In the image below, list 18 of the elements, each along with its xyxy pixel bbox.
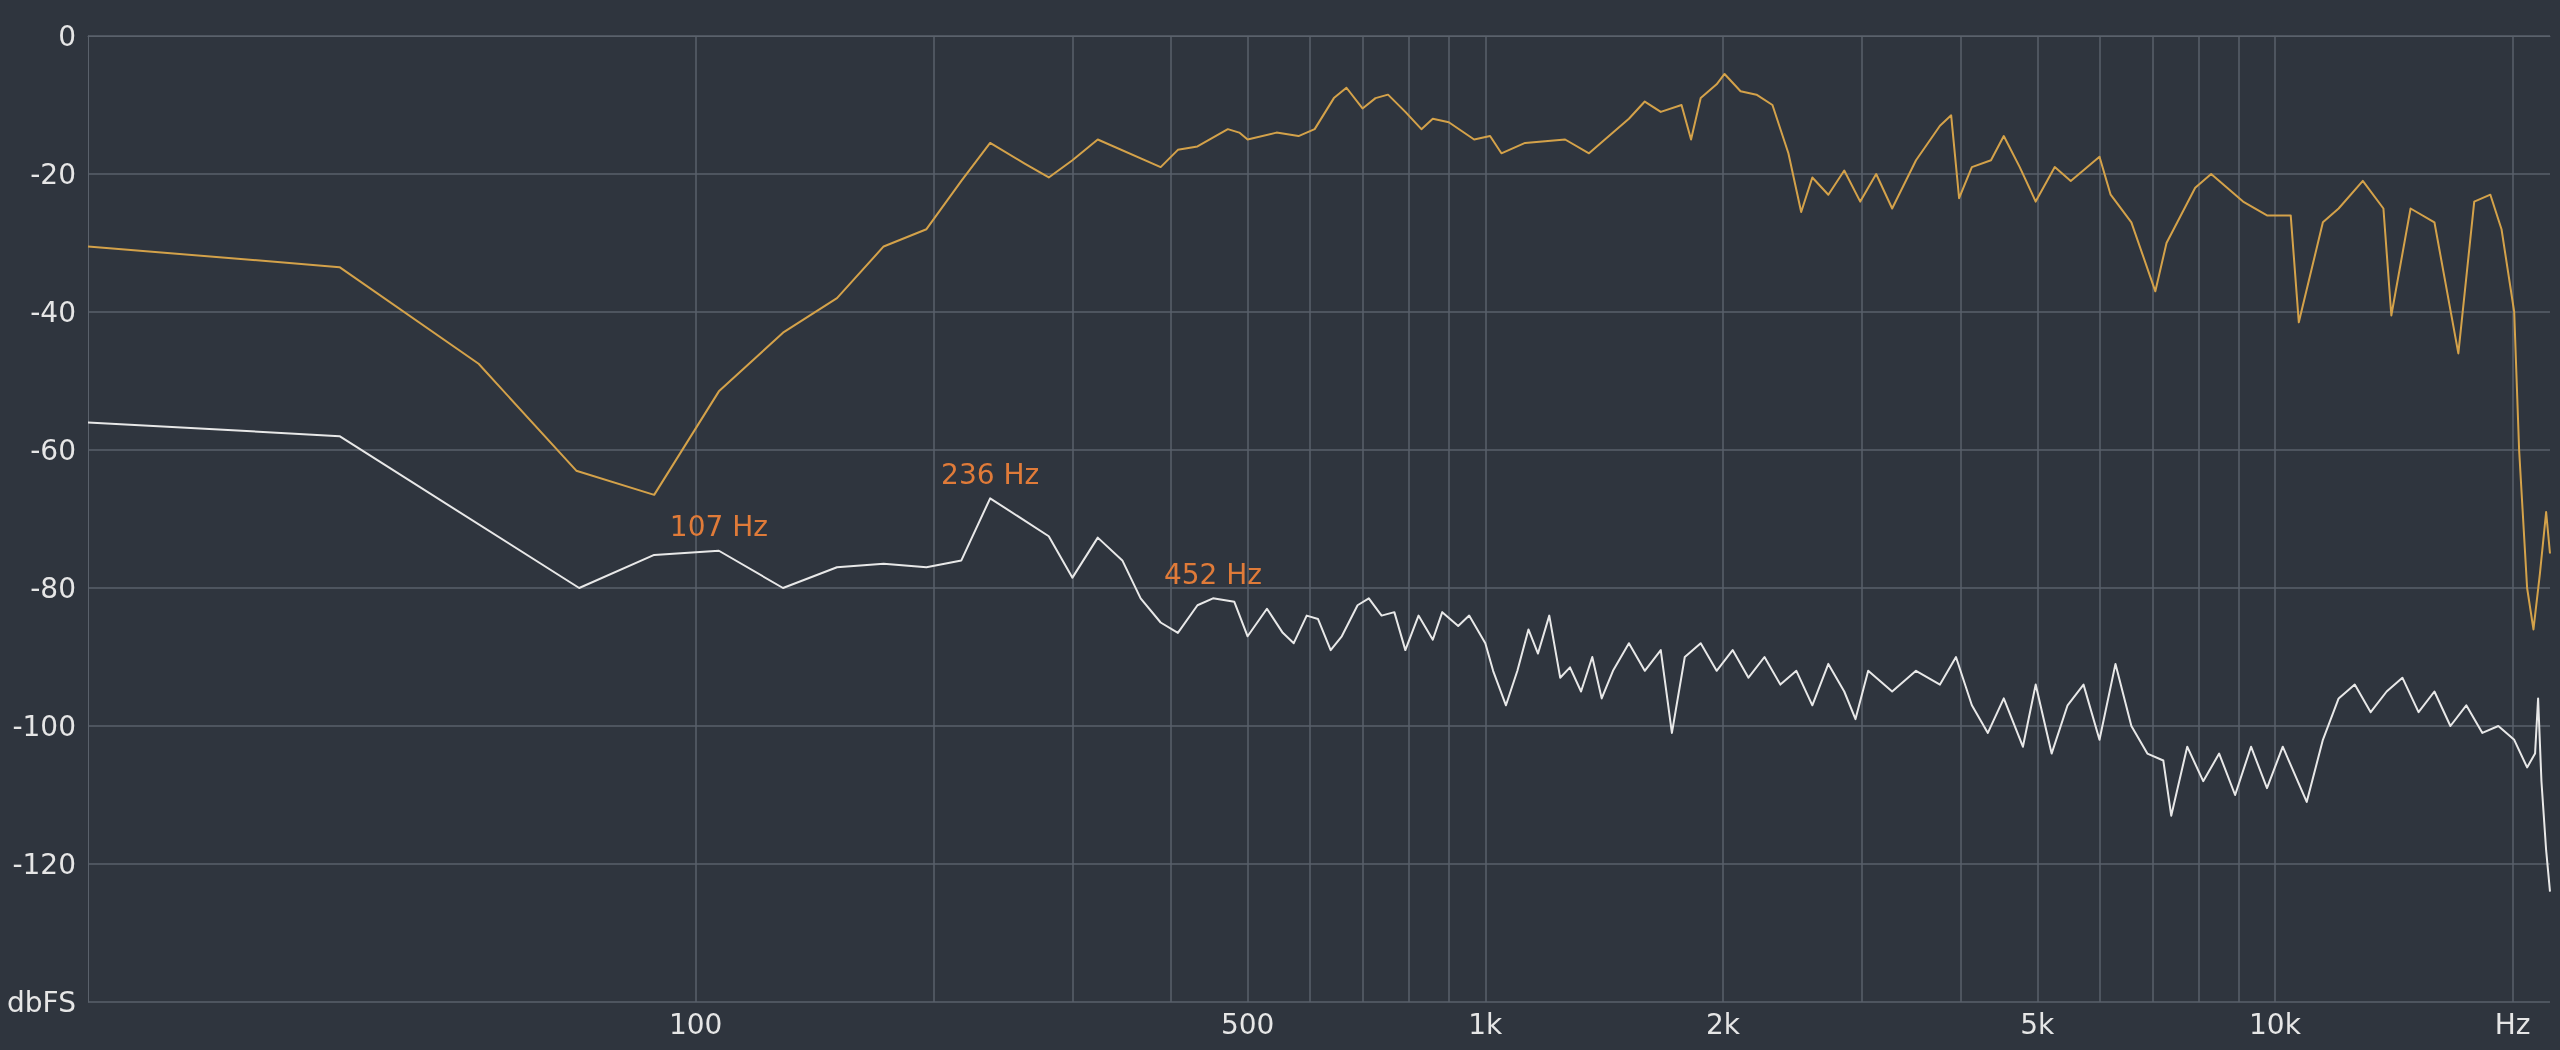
y-tick-label: -20 — [30, 157, 76, 191]
x-tick-label: 2k — [1706, 1007, 1741, 1041]
x-tick-label: 1k — [1468, 1007, 1504, 1041]
y-tick-label: 0 — [58, 19, 76, 53]
annotation: 236 Hz — [941, 457, 1040, 491]
y-tick-label: -120 — [12, 847, 76, 881]
x-tick-label: 10k — [2249, 1007, 2302, 1041]
y-tick-label: -60 — [30, 433, 76, 467]
x-tick-label: Hz — [2494, 1007, 2531, 1041]
x-tick-label: 100 — [668, 1007, 723, 1041]
annotation: 452 Hz — [1163, 557, 1263, 591]
y-tick-label: -100 — [12, 709, 76, 743]
y-tick-label: dbFS — [7, 985, 76, 1019]
y-tick-label: -40 — [30, 295, 76, 329]
y-tick-label: -80 — [30, 571, 76, 605]
x-tick-label: 500 — [1220, 1007, 1275, 1041]
annotation: 107 Hz — [669, 510, 768, 544]
x-tick-label: 5k — [2020, 1007, 2056, 1041]
